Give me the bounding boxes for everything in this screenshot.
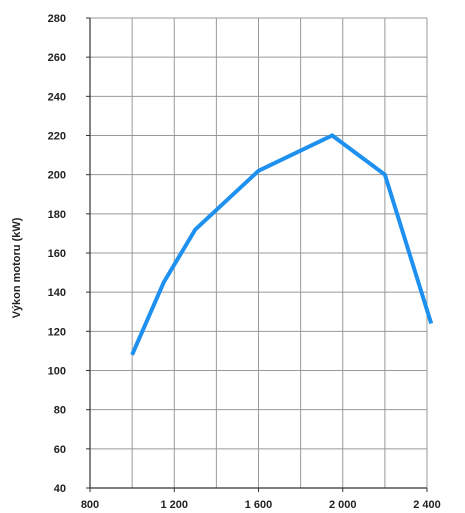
y-tick-labels: 40 60 80 100 120 140 160 180 200 220 240 260 280 [48,13,66,495]
y-tick-label: 60 [54,444,66,456]
y-tick-label: 40 [54,483,66,495]
y-tick-label: 160 [48,248,66,260]
x-tick-label: 2 400 [413,499,441,511]
y-tick-label: 120 [48,326,66,338]
grid-lines [89,17,428,489]
y-tick-label: 260 [48,52,66,64]
y-tick-label: 240 [48,91,66,103]
y-tick-label: 80 [54,405,66,417]
axes [86,17,428,492]
x-tick-labels: 800 1 200 1 600 2 000 2 400 [81,499,441,511]
series-line-0 [130,133,434,356]
y-tick-label: 200 [48,170,66,182]
y-tick-label: 180 [48,209,66,221]
x-tick-label: 1 200 [160,499,188,511]
y-tick-label: 140 [48,287,66,299]
x-tick-label: 2 000 [329,499,357,511]
x-tick-label: 800 [81,499,99,511]
x-tick-label: 1 600 [245,499,273,511]
y-tick-label: 280 [48,13,66,25]
series-group [130,133,434,356]
y-axis-title: Výkon motoru (kW) [11,217,23,318]
y-tick-label: 220 [48,131,66,143]
y-tick-label: 100 [48,366,66,378]
